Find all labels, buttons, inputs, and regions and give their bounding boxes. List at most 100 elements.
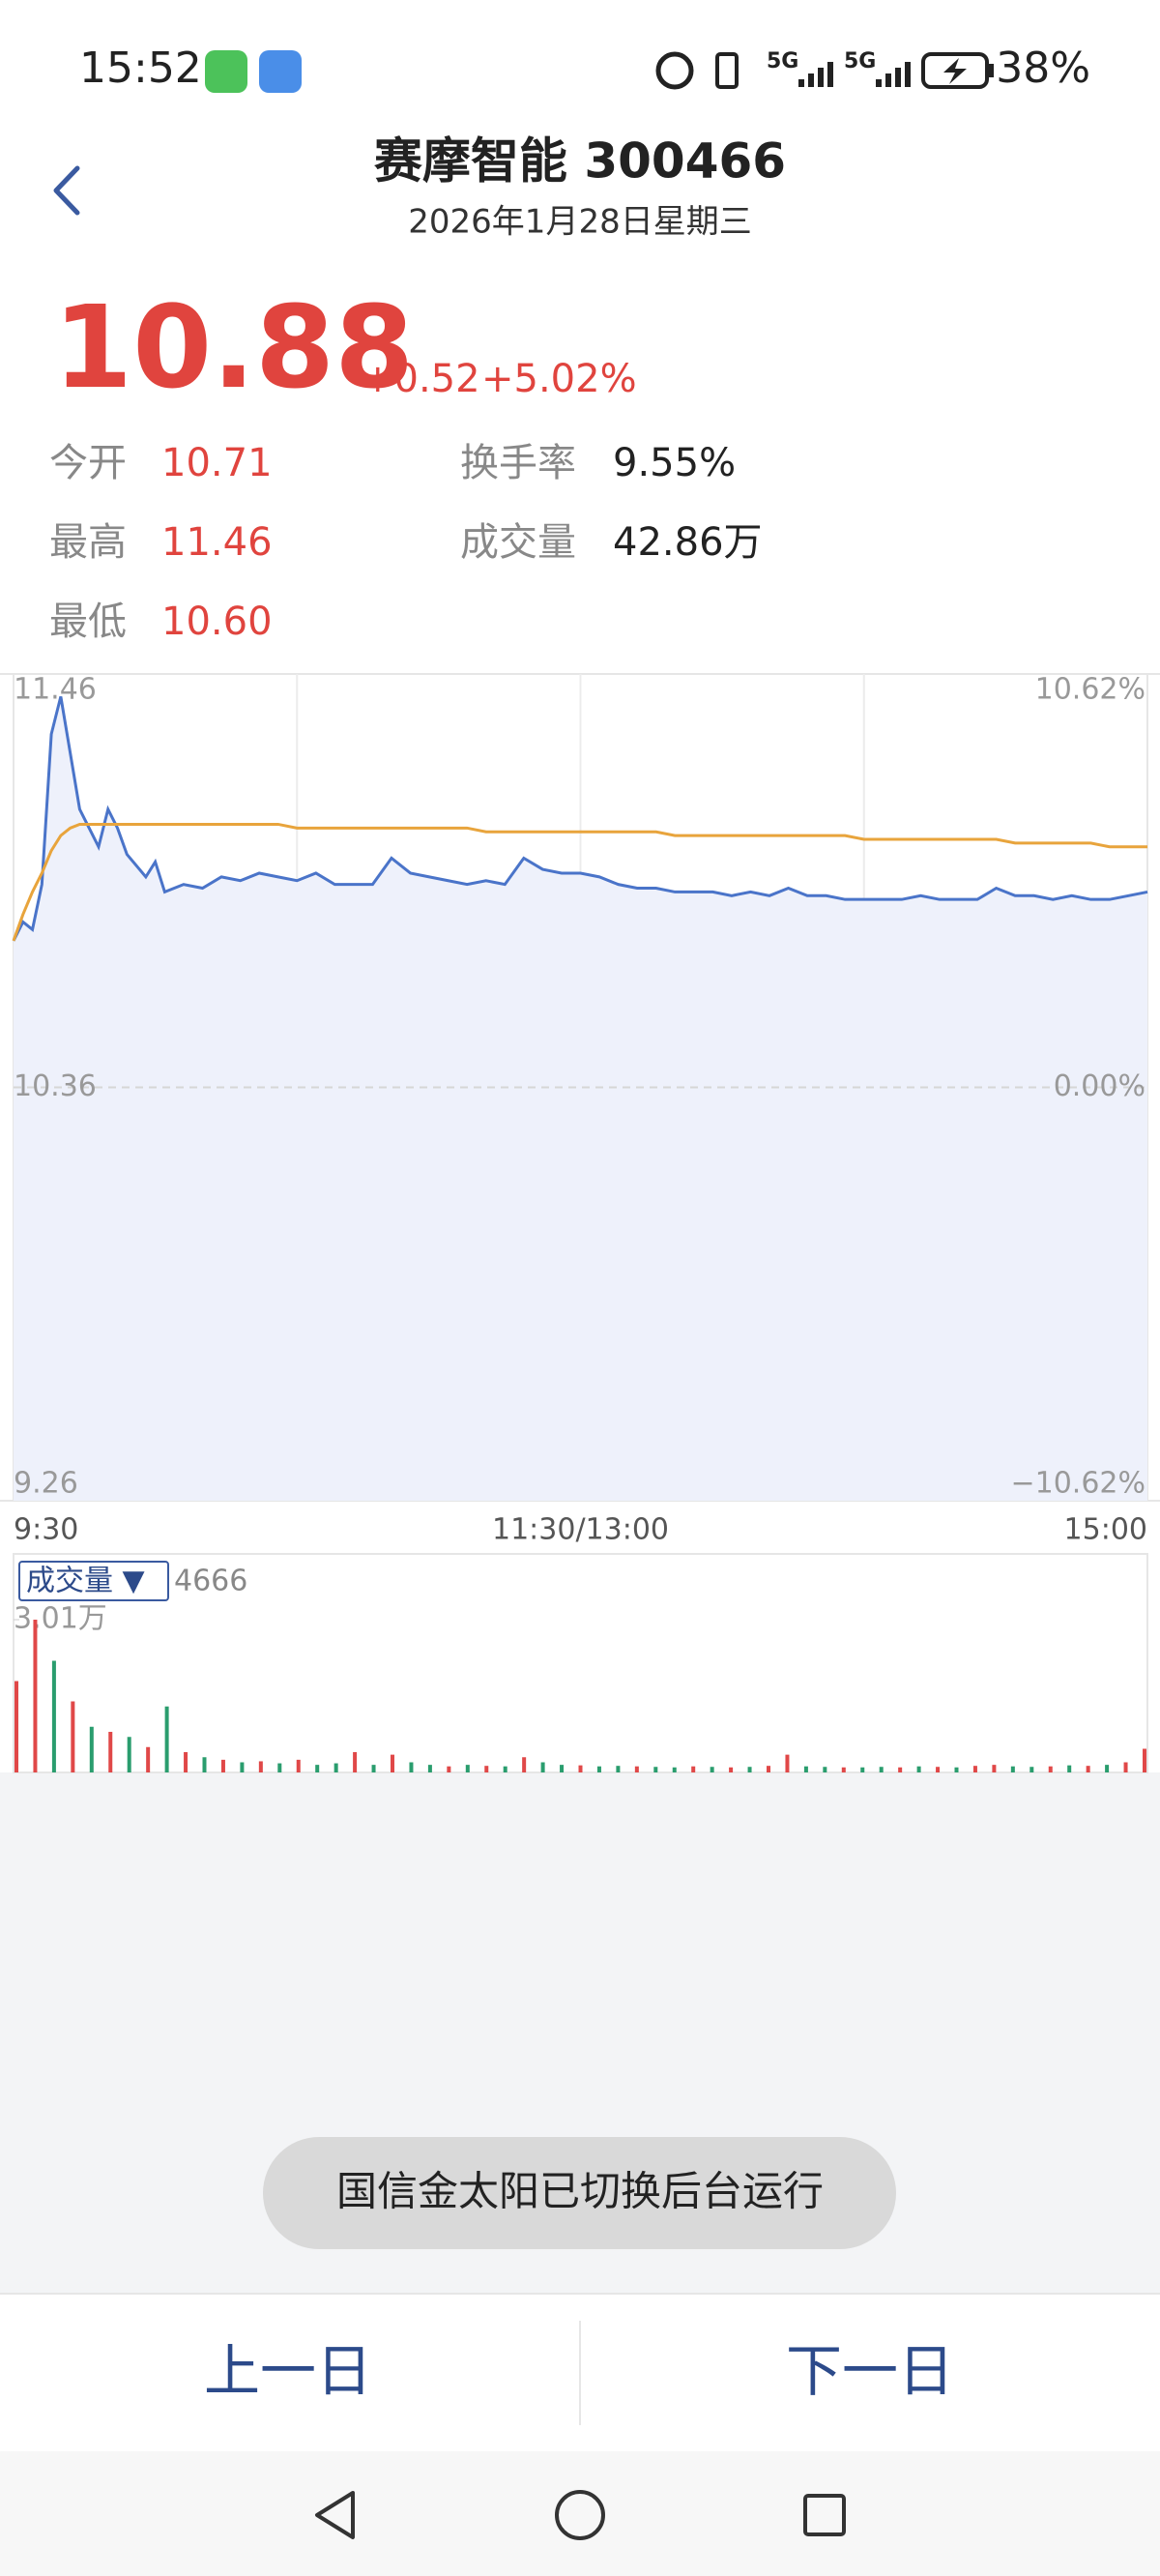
volume-chart: 3.01万 bbox=[14, 1602, 1146, 1772]
price-change-pct: +5.02% bbox=[481, 357, 637, 401]
volume-bar bbox=[409, 1762, 414, 1772]
last-price: 10.88 bbox=[53, 280, 414, 414]
volume-bar bbox=[33, 1620, 38, 1772]
price-change: +0.52 bbox=[362, 357, 480, 401]
volume-bar bbox=[127, 1737, 131, 1772]
volume-bar bbox=[164, 1706, 169, 1772]
battery-icon bbox=[989, 64, 994, 77]
volume-bar bbox=[1143, 1748, 1146, 1772]
stat-label: 成交量 bbox=[460, 520, 576, 565]
volume-bar bbox=[596, 1766, 601, 1772]
next-day-button[interactable]: 下一日 bbox=[786, 2338, 954, 2404]
stat-label: 今开 bbox=[49, 441, 127, 485]
volume-bar bbox=[691, 1766, 696, 1772]
toast-text: 国信金太阳已切换后台运行 bbox=[336, 2168, 824, 2215]
nav-bar bbox=[0, 2451, 1160, 2576]
volume-bar bbox=[353, 1752, 358, 1772]
page-title: 赛摩智能 300466 bbox=[374, 133, 786, 190]
y-tick-label: 11.46 bbox=[14, 673, 97, 707]
series-line bbox=[12, 822, 1147, 942]
volume-bar bbox=[465, 1765, 470, 1772]
volume-bar bbox=[89, 1726, 94, 1772]
price-area bbox=[14, 696, 1147, 1501]
nav-back[interactable] bbox=[315, 2491, 355, 2539]
y2-tick-label: 0.00% bbox=[1054, 1069, 1146, 1103]
volume-bar bbox=[710, 1767, 714, 1772]
nav-home[interactable] bbox=[555, 2490, 605, 2540]
volume-bar bbox=[447, 1766, 451, 1772]
stat-label: 换手率 bbox=[460, 441, 576, 485]
volume-bar bbox=[184, 1752, 188, 1772]
indicator-label[interactable]: 成交量 ▼ bbox=[26, 1565, 145, 1598]
y-tick-label: 10.36 bbox=[14, 1069, 97, 1103]
x-tick-label: 9:30 bbox=[14, 1513, 78, 1547]
wechat-icon bbox=[205, 50, 247, 93]
x-tick-label: 15:00 bbox=[1064, 1513, 1147, 1547]
volume-bar bbox=[1123, 1762, 1128, 1772]
volume-bar bbox=[503, 1766, 508, 1772]
volume-bar bbox=[767, 1766, 770, 1772]
date: 2026年1月28日星期三 bbox=[408, 203, 751, 242]
alarm-icon bbox=[655, 51, 694, 90]
signal-label: 5G bbox=[844, 49, 876, 73]
volume-bar bbox=[916, 1766, 921, 1772]
stat-value: 11.46 bbox=[161, 520, 273, 565]
volume-bar bbox=[71, 1701, 75, 1772]
signal-label: 5G bbox=[767, 49, 798, 73]
volume-bar bbox=[371, 1765, 376, 1772]
stat-value: 10.60 bbox=[161, 600, 273, 644]
volume-bar bbox=[51, 1660, 56, 1772]
volume-bar bbox=[972, 1766, 977, 1772]
prev-day-button[interactable]: 上一日 bbox=[204, 2338, 372, 2404]
stat-value: 42.86万 bbox=[613, 520, 763, 565]
stat-value: 9.55% bbox=[613, 441, 736, 485]
signal-icon bbox=[798, 62, 833, 87]
indicator-selector[interactable] bbox=[18, 1561, 169, 1601]
y-tick-label: 9.26 bbox=[14, 1467, 78, 1501]
volume-bar bbox=[522, 1757, 527, 1772]
volume-bar bbox=[578, 1765, 583, 1772]
volume-bar bbox=[992, 1765, 997, 1772]
price-chart: 11.46 10.36 9.26 10.62% 0.00% −10.62% 9:30 11:3… bbox=[12, 673, 1148, 1547]
volume-bar bbox=[14, 1681, 18, 1772]
volume-bar bbox=[540, 1762, 545, 1772]
volume-bar bbox=[823, 1767, 827, 1772]
volume-bar bbox=[841, 1767, 846, 1772]
volume-bar bbox=[653, 1767, 658, 1772]
volume-bar bbox=[747, 1767, 752, 1772]
volume-bar bbox=[315, 1765, 320, 1772]
battery-icon bbox=[921, 52, 989, 89]
volume-bar bbox=[785, 1754, 790, 1772]
signal-icon bbox=[876, 62, 911, 87]
volume-bar bbox=[277, 1763, 282, 1772]
volume-bar bbox=[803, 1766, 808, 1772]
nav-recent[interactable] bbox=[803, 2494, 846, 2536]
volume-bar bbox=[954, 1767, 959, 1772]
y2-tick-label: −10.62% bbox=[1010, 1467, 1146, 1501]
x-tick-label: 11:30/13:00 bbox=[492, 1513, 669, 1547]
volume-bar bbox=[1030, 1767, 1034, 1772]
volume-bar bbox=[391, 1754, 394, 1772]
volume-bar bbox=[560, 1765, 565, 1772]
volume-bar bbox=[616, 1766, 621, 1772]
volume-bar bbox=[672, 1767, 677, 1772]
volume-bar bbox=[1048, 1766, 1053, 1772]
stat-value: 10.71 bbox=[161, 441, 273, 485]
series-line bbox=[12, 695, 1148, 942]
stat-label: 最高 bbox=[49, 520, 127, 565]
volume-bar bbox=[860, 1767, 865, 1772]
volume-bar bbox=[146, 1746, 151, 1772]
volume-bar bbox=[1067, 1765, 1072, 1772]
volume-bar bbox=[634, 1766, 639, 1772]
volume-bar bbox=[296, 1759, 301, 1772]
back-button[interactable] bbox=[53, 165, 80, 216]
volume-bar bbox=[1105, 1765, 1110, 1772]
volume-bar bbox=[427, 1765, 432, 1772]
volume-bar bbox=[220, 1759, 225, 1772]
status-time: 15:52 bbox=[79, 44, 202, 93]
volume-bar bbox=[484, 1766, 489, 1772]
toast bbox=[263, 2137, 896, 2249]
